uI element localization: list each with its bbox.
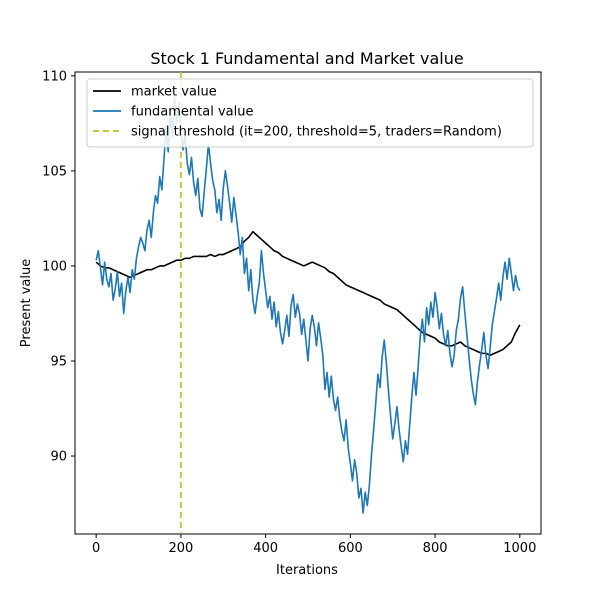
legend-label: market value: [131, 85, 217, 100]
legend-label: fundamental value: [131, 105, 254, 120]
legend-label: signal threshold (it=200, threshold=5, t…: [131, 125, 502, 140]
x-tick-label: 800: [423, 541, 448, 556]
y-tick-label: 90: [50, 450, 67, 465]
legend-frame: [86, 78, 534, 148]
y-tick-label: 110: [42, 69, 67, 84]
legend: market value fundamental value signal thre…: [86, 78, 534, 148]
y-axis-label: Present value: [19, 259, 34, 347]
x-tick-label: 0: [92, 541, 100, 556]
y-tick-label: 95: [50, 354, 67, 369]
plot-area: [74, 71, 542, 535]
chart-title: Stock 1 Fundamental and Market value: [150, 49, 463, 68]
x-axis: 0 200 400 600 800 1000: [92, 534, 536, 556]
x-tick-label: 200: [168, 541, 193, 556]
legend-items: market value fundamental value signal thre…: [93, 85, 502, 140]
y-tick-label: 105: [42, 164, 67, 179]
y-axis: 90 95 100 105 110: [42, 69, 75, 465]
x-tick-label: 600: [338, 541, 363, 556]
y-tick-label: 100: [42, 259, 67, 274]
x-tick-label: 400: [253, 541, 278, 556]
x-tick-label: 1000: [503, 541, 536, 556]
x-axis-label: Iterations: [276, 563, 338, 578]
